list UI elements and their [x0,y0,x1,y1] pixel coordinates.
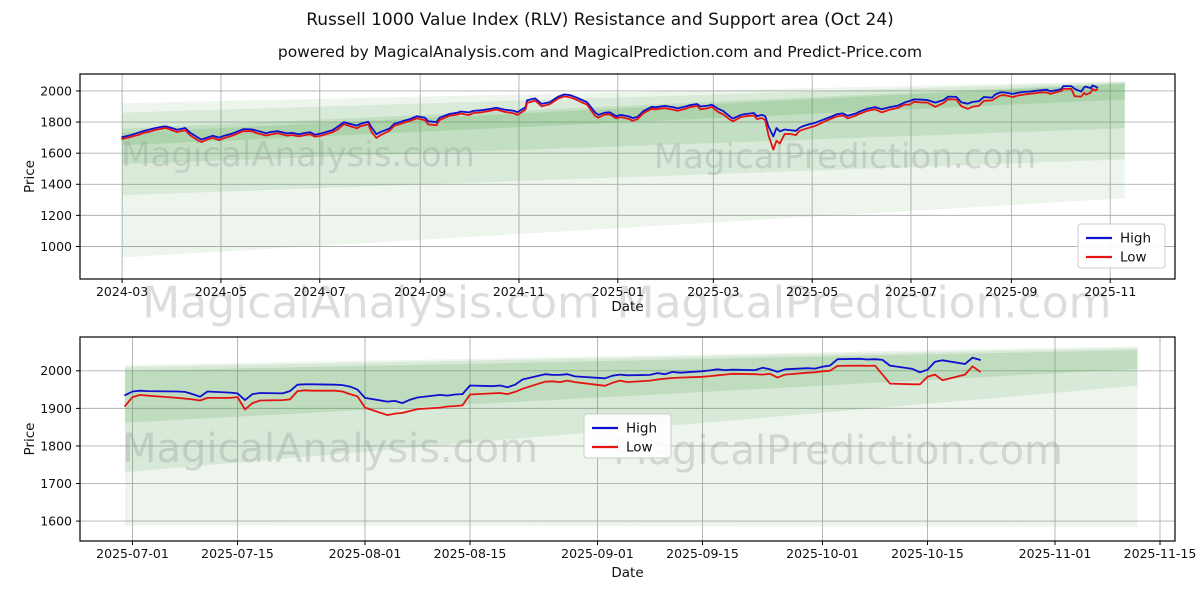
x-axis-label: Date [611,299,643,315]
x-tick-label: 2025-05 [786,284,838,299]
x-axis-label: Date [611,565,643,581]
support-resistance-band [122,81,1125,258]
y-tick-label: 1800 [40,114,72,129]
x-tick-label: 2025-08-15 [434,546,507,561]
x-tick-label: 2025-01 [592,284,644,299]
watermark-text: MagicalPrediction.com [613,428,1063,474]
low-series-line [124,364,981,417]
support-resistance-band [125,350,1138,423]
legend-label: High [626,421,657,437]
x-tick-label: 2025-10-01 [786,546,859,561]
y-tick-label: 1800 [40,438,72,453]
x-tick-label: 2025-09-15 [666,546,739,561]
x-tick-label: 2025-07-15 [201,546,274,561]
y-tick-label: 1600 [40,146,72,161]
y-tick-label: 1700 [40,476,72,491]
x-tick-label: 2024-03 [96,284,148,299]
y-tick-label: 2000 [40,363,72,378]
watermark-text: MagicalAnalysis.com [142,277,600,328]
y-tick-label: 1000 [40,239,72,254]
page-subtitle: powered by MagicalAnalysis.com and Magic… [277,43,923,61]
watermark-text: MagicalPrediction.com [654,137,1037,177]
x-tick-label: 2024-11 [493,284,545,299]
high-series-line [121,84,1099,141]
high-series-line [124,356,981,405]
x-tick-label: 2024-07 [294,284,346,299]
x-tick-label: 2025-11-01 [1019,546,1092,561]
support-resistance-band [122,82,1125,165]
watermark-text: MagicalAnalysis.com [121,135,475,175]
y-tick-label: 1400 [40,177,72,192]
x-tick-label: 2025-11-15 [1124,546,1197,561]
x-tick-label: 2025-10-15 [891,546,964,561]
y-tick-label: 1600 [40,513,72,528]
x-tick-label: 2025-07 [885,284,937,299]
watermark-text: MagicalPrediction.com [617,277,1112,328]
y-tick-label: 1200 [40,208,72,223]
y-tick-label: 2000 [40,83,72,98]
y-axis-label: Price [22,160,38,193]
watermark-text: MagicalAnalysis.com [122,426,538,472]
support-resistance-band [125,348,1138,473]
x-tick-label: 2025-11 [1084,284,1136,299]
x-tick-label: 2025-09 [985,284,1037,299]
y-axis-label: Price [22,423,38,456]
legend-label: Low [626,440,653,456]
plot-frame [79,336,1176,542]
x-tick-label: 2024-05 [195,284,247,299]
x-tick-label: 2025-09-01 [561,546,634,561]
legend-label: High [1120,231,1151,247]
x-tick-label: 2024-09 [394,284,446,299]
y-tick-label: 1900 [40,401,72,416]
plot-frame [79,73,1176,280]
x-tick-label: 2025-08-01 [329,546,402,561]
x-tick-label: 2025-03 [687,284,739,299]
low-series-line [121,88,1099,151]
page-title: Russell 1000 Value Index (RLV) Resistanc… [306,10,894,30]
legend-label: Low [1120,250,1147,266]
x-tick-label: 2025-07-01 [96,546,169,561]
